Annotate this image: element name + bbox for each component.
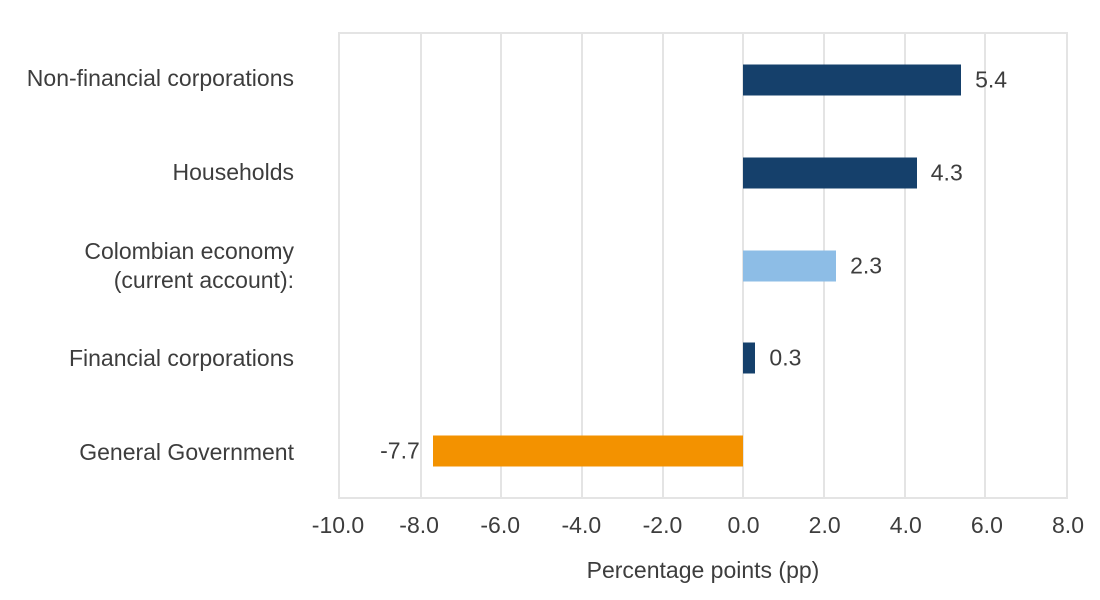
bar xyxy=(432,435,744,467)
category-label-line: General Government xyxy=(79,438,294,465)
plot-area: 5.4 4.3 2.3 0.3 -7.7 xyxy=(338,32,1068,499)
bar xyxy=(743,250,837,281)
gridline xyxy=(581,34,583,497)
x-tick-label: 4.0 xyxy=(889,512,922,538)
gridline xyxy=(661,34,664,497)
value-label: 2.3 xyxy=(850,252,883,278)
category-labels: Non-financial corporations Households Colo… xyxy=(0,32,316,499)
value-label: 0.3 xyxy=(769,344,802,371)
value-label: -7.7 xyxy=(380,437,420,464)
x-tick-label: -10.0 xyxy=(311,512,365,538)
category-label-line: Financial corporations xyxy=(68,345,294,372)
gridline xyxy=(984,34,987,497)
bar xyxy=(743,64,962,96)
gridline xyxy=(903,34,906,497)
x-axis-ticks: -10.0 -8.0 -6.0 -4.0 -2.0 0.0 2.0 4.0 6.0 8.0 xyxy=(312,512,1084,544)
category-label-line: Households xyxy=(172,158,294,185)
x-tick-label: -4.0 xyxy=(561,512,602,538)
category-label: Households xyxy=(0,125,316,218)
category-label: Non-financial corporations xyxy=(0,32,316,125)
bar xyxy=(743,157,917,189)
gridline xyxy=(500,34,503,497)
x-tick-label: 8.0 xyxy=(1052,512,1084,538)
value-label: 4.3 xyxy=(930,159,963,186)
value-label: 5.4 xyxy=(975,66,1008,93)
category-label: Colombian economy (current account): xyxy=(0,219,316,312)
category-label-line: (current account): xyxy=(113,266,294,293)
x-tick-label: -6.0 xyxy=(480,512,521,538)
x-tick-label: 6.0 xyxy=(970,512,1003,538)
x-tick-label: 0.0 xyxy=(727,512,760,538)
x-tick-label: -2.0 xyxy=(642,512,683,538)
bar xyxy=(743,342,756,374)
x-tick-label: -8.0 xyxy=(399,512,439,538)
x-tick-label: 2.0 xyxy=(808,512,841,538)
category-label-line: Colombian economy xyxy=(84,237,294,264)
x-axis-title: Percentage points (pp) xyxy=(586,557,820,583)
category-label-line: Non-financial corporations xyxy=(26,65,294,92)
category-label: Financial corporations xyxy=(0,312,316,405)
gridline xyxy=(419,34,422,497)
category-label: General Government xyxy=(0,406,316,499)
